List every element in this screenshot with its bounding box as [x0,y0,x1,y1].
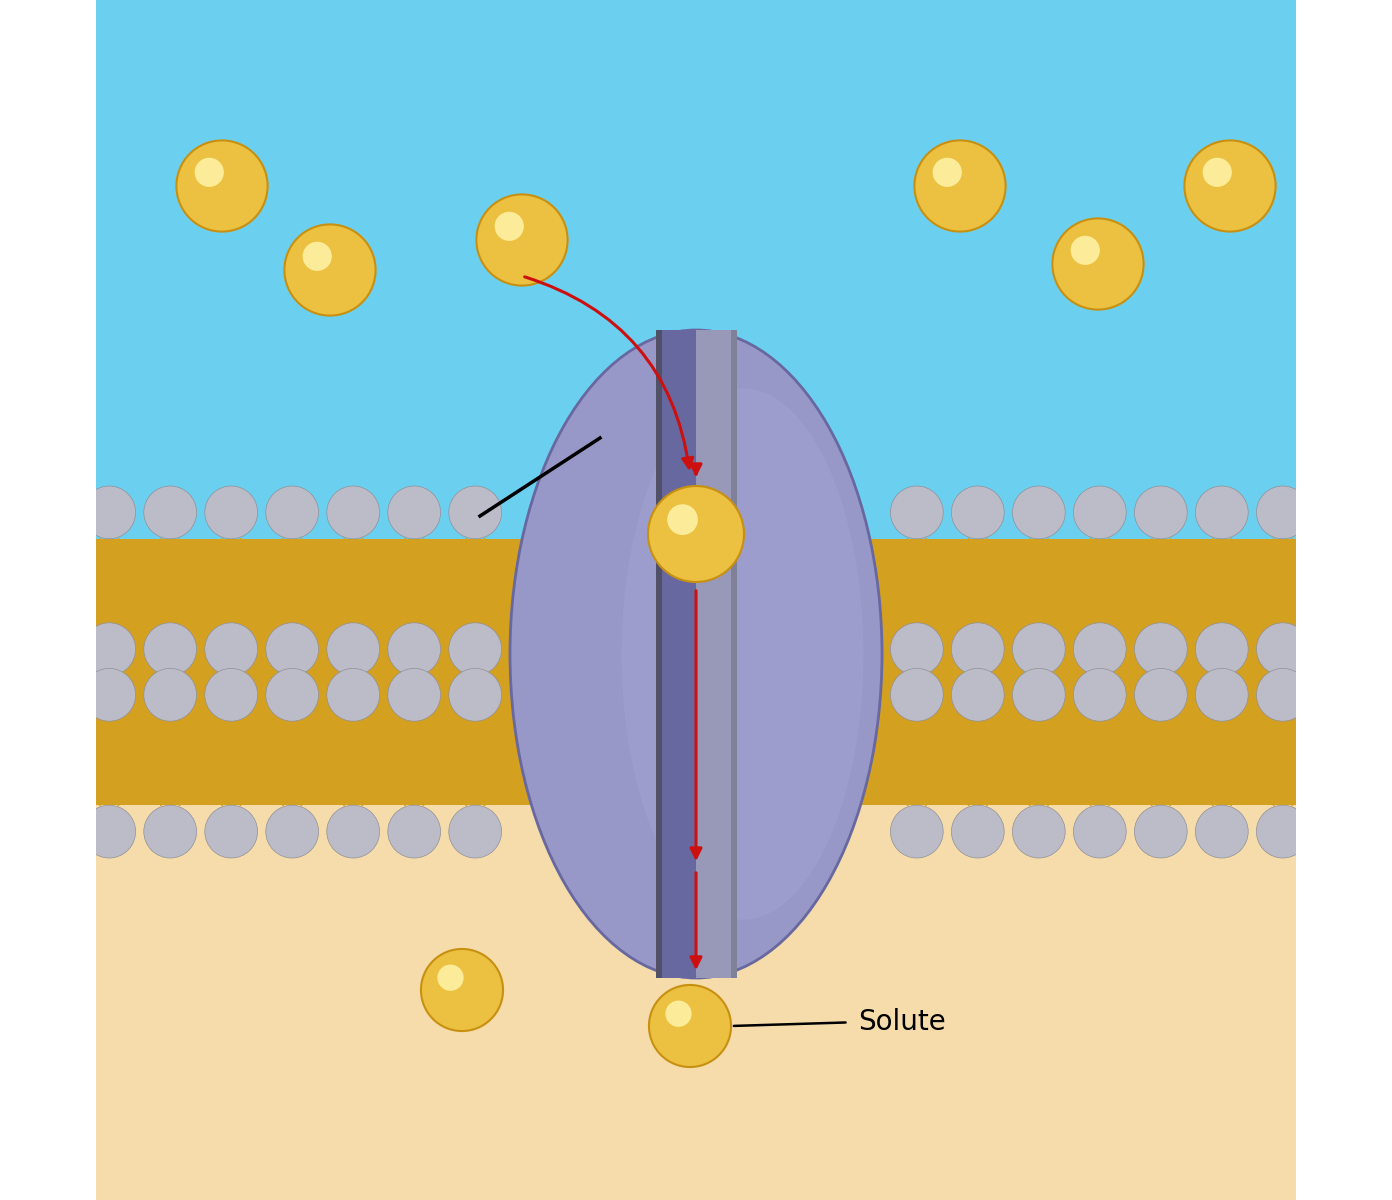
Circle shape [266,486,319,539]
Circle shape [476,194,568,286]
Circle shape [177,140,267,232]
Text: Solute: Solute [857,1008,945,1037]
Circle shape [327,486,380,539]
Circle shape [448,486,501,539]
Circle shape [143,486,196,539]
Ellipse shape [509,330,883,978]
Circle shape [1052,218,1144,310]
Circle shape [388,805,441,858]
Circle shape [665,1001,692,1027]
Circle shape [1012,805,1065,858]
Circle shape [891,623,944,676]
Circle shape [448,623,501,676]
Circle shape [266,668,319,721]
Bar [661,330,696,978]
Circle shape [82,805,135,858]
Circle shape [1203,157,1232,187]
Circle shape [1070,235,1100,265]
Circle shape [1257,623,1310,676]
Ellipse shape [622,389,863,919]
Circle shape [327,805,380,858]
Bar [96,0,1296,539]
Circle shape [951,668,1004,721]
Circle shape [1257,486,1310,539]
Circle shape [891,668,944,721]
Circle shape [420,949,503,1031]
Circle shape [143,623,196,676]
Circle shape [951,805,1004,858]
Circle shape [205,668,258,721]
Bar [96,805,1296,1200]
Circle shape [205,623,258,676]
Circle shape [302,241,331,271]
Circle shape [327,668,380,721]
Circle shape [891,805,944,858]
Circle shape [266,623,319,676]
Bar [731,330,736,978]
Circle shape [1073,623,1126,676]
Circle shape [667,504,697,535]
Circle shape [1185,140,1275,232]
Circle shape [1012,668,1065,721]
Circle shape [933,157,962,187]
Circle shape [915,140,1005,232]
Circle shape [195,157,224,187]
Circle shape [82,668,135,721]
Circle shape [388,486,441,539]
Bar [657,330,663,978]
Circle shape [266,805,319,858]
Circle shape [143,805,196,858]
Circle shape [951,486,1004,539]
Circle shape [143,668,196,721]
Circle shape [1134,805,1187,858]
Circle shape [951,623,1004,676]
Circle shape [1257,805,1310,858]
Circle shape [205,486,258,539]
Circle shape [1134,486,1187,539]
Circle shape [494,211,523,241]
Circle shape [891,486,944,539]
Circle shape [1012,486,1065,539]
Circle shape [1196,668,1249,721]
Circle shape [448,668,501,721]
Bar [96,539,1296,805]
Circle shape [327,623,380,676]
Bar [696,330,731,978]
Circle shape [448,805,501,858]
Circle shape [1073,486,1126,539]
Circle shape [1012,623,1065,676]
Circle shape [1134,668,1187,721]
Circle shape [1257,668,1310,721]
Circle shape [437,965,464,991]
Circle shape [82,623,135,676]
Circle shape [1134,623,1187,676]
Circle shape [1196,623,1249,676]
Circle shape [649,486,743,582]
Circle shape [388,623,441,676]
Circle shape [649,985,731,1067]
Circle shape [284,224,376,316]
Circle shape [388,668,441,721]
Circle shape [1196,486,1249,539]
Circle shape [1073,668,1126,721]
Circle shape [205,805,258,858]
Circle shape [1073,805,1126,858]
Circle shape [1196,805,1249,858]
Circle shape [82,486,135,539]
